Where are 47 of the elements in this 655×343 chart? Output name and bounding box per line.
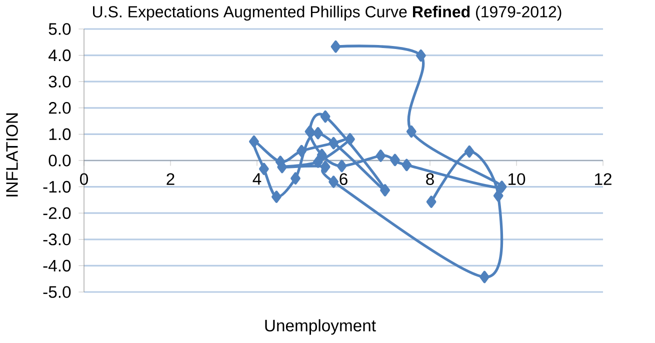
point bbox=[480, 270, 490, 284]
y-tick-label: 0.0 bbox=[48, 154, 71, 166]
chart-title: U.S. Expectations Augmented Phillips Curve Refined (1979-2012) bbox=[93, 6, 562, 21]
y-tick-label: 1.0 bbox=[49, 128, 71, 140]
point bbox=[345, 133, 355, 146]
x-axis-title: Unemployment bbox=[265, 319, 376, 335]
point bbox=[496, 180, 507, 193]
y-tick-label: 5.0 bbox=[48, 23, 71, 35]
point bbox=[380, 184, 390, 196]
point bbox=[464, 145, 474, 158]
y-tick-label: 4.0 bbox=[48, 49, 71, 62]
x-tick-label: 6 bbox=[340, 173, 348, 186]
y-tick-label: -4.0 bbox=[43, 260, 71, 272]
point bbox=[304, 125, 315, 138]
x-tick-label: 8 bbox=[426, 173, 434, 186]
point bbox=[416, 49, 426, 62]
point bbox=[376, 150, 386, 162]
point bbox=[328, 137, 338, 150]
point bbox=[296, 144, 306, 158]
point bbox=[313, 156, 323, 168]
point bbox=[249, 135, 259, 148]
point bbox=[320, 160, 330, 173]
point bbox=[426, 196, 436, 208]
point bbox=[313, 127, 323, 140]
point bbox=[493, 190, 504, 202]
y-tick-label: -1.0 bbox=[43, 180, 71, 193]
y-tick-label: -2.0 bbox=[43, 207, 71, 220]
y-tick-label: 2.0 bbox=[48, 102, 71, 114]
y-tick-label: -5.0 bbox=[43, 286, 71, 298]
point bbox=[336, 160, 347, 172]
x-tick-label: 0 bbox=[80, 173, 88, 186]
y-tick-label: -3.0 bbox=[43, 234, 71, 246]
point bbox=[316, 148, 327, 162]
point bbox=[290, 172, 300, 185]
point bbox=[328, 176, 338, 188]
point bbox=[330, 40, 341, 53]
y-axis-title: INFLATION bbox=[6, 113, 18, 196]
x-tick-label: 12 bbox=[595, 173, 612, 185]
point bbox=[272, 190, 282, 203]
x-tick-label: 2 bbox=[166, 173, 174, 185]
point bbox=[390, 154, 400, 166]
point bbox=[402, 158, 412, 172]
y-tick-label: 3.0 bbox=[48, 76, 71, 88]
point bbox=[320, 110, 330, 123]
point bbox=[406, 125, 416, 138]
x-tick-label: 4 bbox=[252, 173, 262, 185]
x-tick-label: 10 bbox=[508, 173, 526, 186]
